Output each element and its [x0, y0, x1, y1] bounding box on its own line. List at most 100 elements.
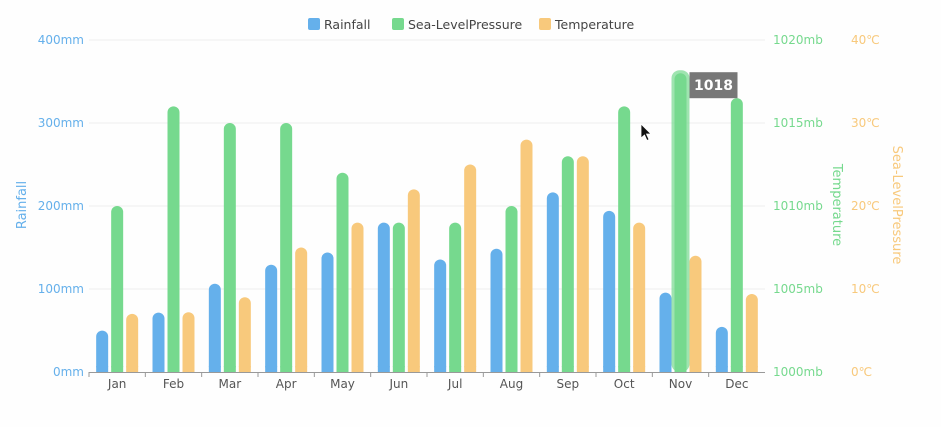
bar-base	[674, 366, 687, 372]
far-right-axis-title: Sea-LevelPressure	[889, 146, 904, 265]
bar-base	[111, 366, 124, 372]
bar-sea-levelpressure	[674, 73, 687, 372]
bar-sea-levelpressure	[392, 222, 405, 372]
bar-base	[434, 366, 447, 372]
bar-base	[618, 366, 631, 372]
right-tick-label: 1005mb	[773, 282, 823, 296]
x-tick-label: Jun	[388, 377, 408, 391]
legend-swatch	[539, 18, 551, 30]
left-tick-label: 0mm	[53, 365, 84, 379]
bar-base	[464, 366, 477, 372]
bar-base	[561, 366, 574, 372]
bar-rainfall	[377, 222, 390, 372]
bar-temperature	[520, 139, 533, 372]
axes: 0mm 100mm 200mm 300mm 400mm 1000mb 1005mb 1010m…	[15, 33, 904, 391]
x-tick-label: Oct	[614, 377, 635, 391]
bar-base	[745, 366, 758, 372]
bar-base	[689, 366, 702, 372]
bar-base	[377, 366, 390, 372]
far-right-tick-label: 20℃	[851, 199, 880, 213]
bar-base	[295, 366, 308, 372]
bar-temperature	[351, 222, 364, 372]
bar-temperature	[295, 247, 308, 372]
bar-sea-levelpressure	[449, 222, 462, 372]
bar-base	[152, 366, 165, 372]
right-tick-label: 1000mb	[773, 365, 823, 379]
grid-lines	[89, 39, 765, 290]
bar-rainfall	[603, 210, 616, 372]
bar-base	[576, 366, 589, 372]
bar-rainfall	[490, 248, 503, 372]
bar-temperature	[633, 222, 646, 372]
left-tick-label: 400mm	[38, 33, 84, 47]
bar-base	[715, 366, 728, 372]
x-tick-label: Dec	[725, 377, 748, 391]
legend: Rainfall Sea-LevelPressure Temperature	[308, 17, 634, 32]
x-tick-label: Jul	[447, 377, 462, 391]
far-right-tick-label: 10℃	[851, 282, 880, 296]
bar-base	[633, 366, 646, 372]
bars	[96, 70, 758, 373]
bar-base	[351, 366, 364, 372]
x-tick-label: May	[330, 377, 355, 391]
bar-base	[223, 366, 236, 372]
bar-rainfall	[96, 330, 109, 372]
bar-rainfall	[546, 192, 559, 372]
bar-base	[182, 366, 195, 372]
bar-base	[96, 366, 109, 372]
bar-base	[126, 366, 139, 372]
right-tick-label: 1010mb	[773, 199, 823, 213]
bar-base	[546, 366, 559, 372]
bar-sea-levelpressure	[167, 106, 180, 373]
bar-sea-levelpressure	[561, 156, 574, 372]
left-tick-label: 100mm	[38, 282, 84, 296]
bar-rainfall	[434, 259, 447, 372]
bar-temperature	[238, 297, 251, 372]
bar-sea-levelpressure	[223, 123, 236, 372]
x-tick-label: Apr	[276, 377, 297, 391]
bar-base	[392, 366, 405, 372]
bar-temperature	[576, 156, 589, 372]
bar-sea-levelpressure	[505, 206, 518, 372]
bar-sea-levelpressure	[618, 106, 631, 373]
left-tick-label: 200mm	[38, 199, 84, 213]
bar-temperature	[689, 255, 702, 372]
legend-label: Rainfall	[324, 17, 370, 32]
bar-base	[505, 366, 518, 372]
x-tick-label: Nov	[669, 377, 692, 391]
legend-swatch	[392, 18, 404, 30]
bar-temperature	[745, 293, 758, 372]
bar-base	[238, 366, 251, 372]
bar-base	[167, 366, 180, 372]
tooltip-value: 1018	[694, 78, 733, 94]
left-axis-title: Rainfall	[15, 181, 30, 229]
bar-sea-levelpressure	[280, 123, 293, 372]
bar-temperature	[407, 189, 420, 372]
bar-base	[280, 366, 293, 372]
bar-temperature	[126, 313, 139, 372]
legend-swatch	[308, 18, 320, 30]
bar-sea-levelpressure	[336, 172, 349, 372]
bar-base	[449, 366, 462, 372]
x-tick-label: Feb	[163, 377, 184, 391]
bar-rainfall	[321, 252, 334, 372]
far-right-tick-label: 0℃	[851, 365, 872, 379]
bar-temperature	[182, 312, 195, 372]
bar-base	[336, 366, 349, 372]
right-tick-label: 1020mb	[773, 33, 823, 47]
bar-rainfall	[152, 312, 165, 372]
bar-rainfall	[208, 283, 221, 372]
far-right-tick-label: 30℃	[851, 116, 880, 130]
bar-base	[407, 366, 420, 372]
bar-base	[730, 366, 743, 372]
bar-base	[208, 366, 221, 372]
bar-base	[603, 366, 616, 372]
mouse-cursor-icon	[640, 123, 652, 142]
x-tick-label: Jan	[107, 377, 127, 391]
x-tick-label: Aug	[500, 377, 523, 391]
bar-rainfall	[715, 326, 728, 372]
bar-base	[490, 366, 503, 372]
legend-label: Sea-LevelPressure	[408, 17, 522, 32]
bar-base	[321, 366, 334, 372]
far-right-tick-label: 40℃	[851, 33, 880, 47]
